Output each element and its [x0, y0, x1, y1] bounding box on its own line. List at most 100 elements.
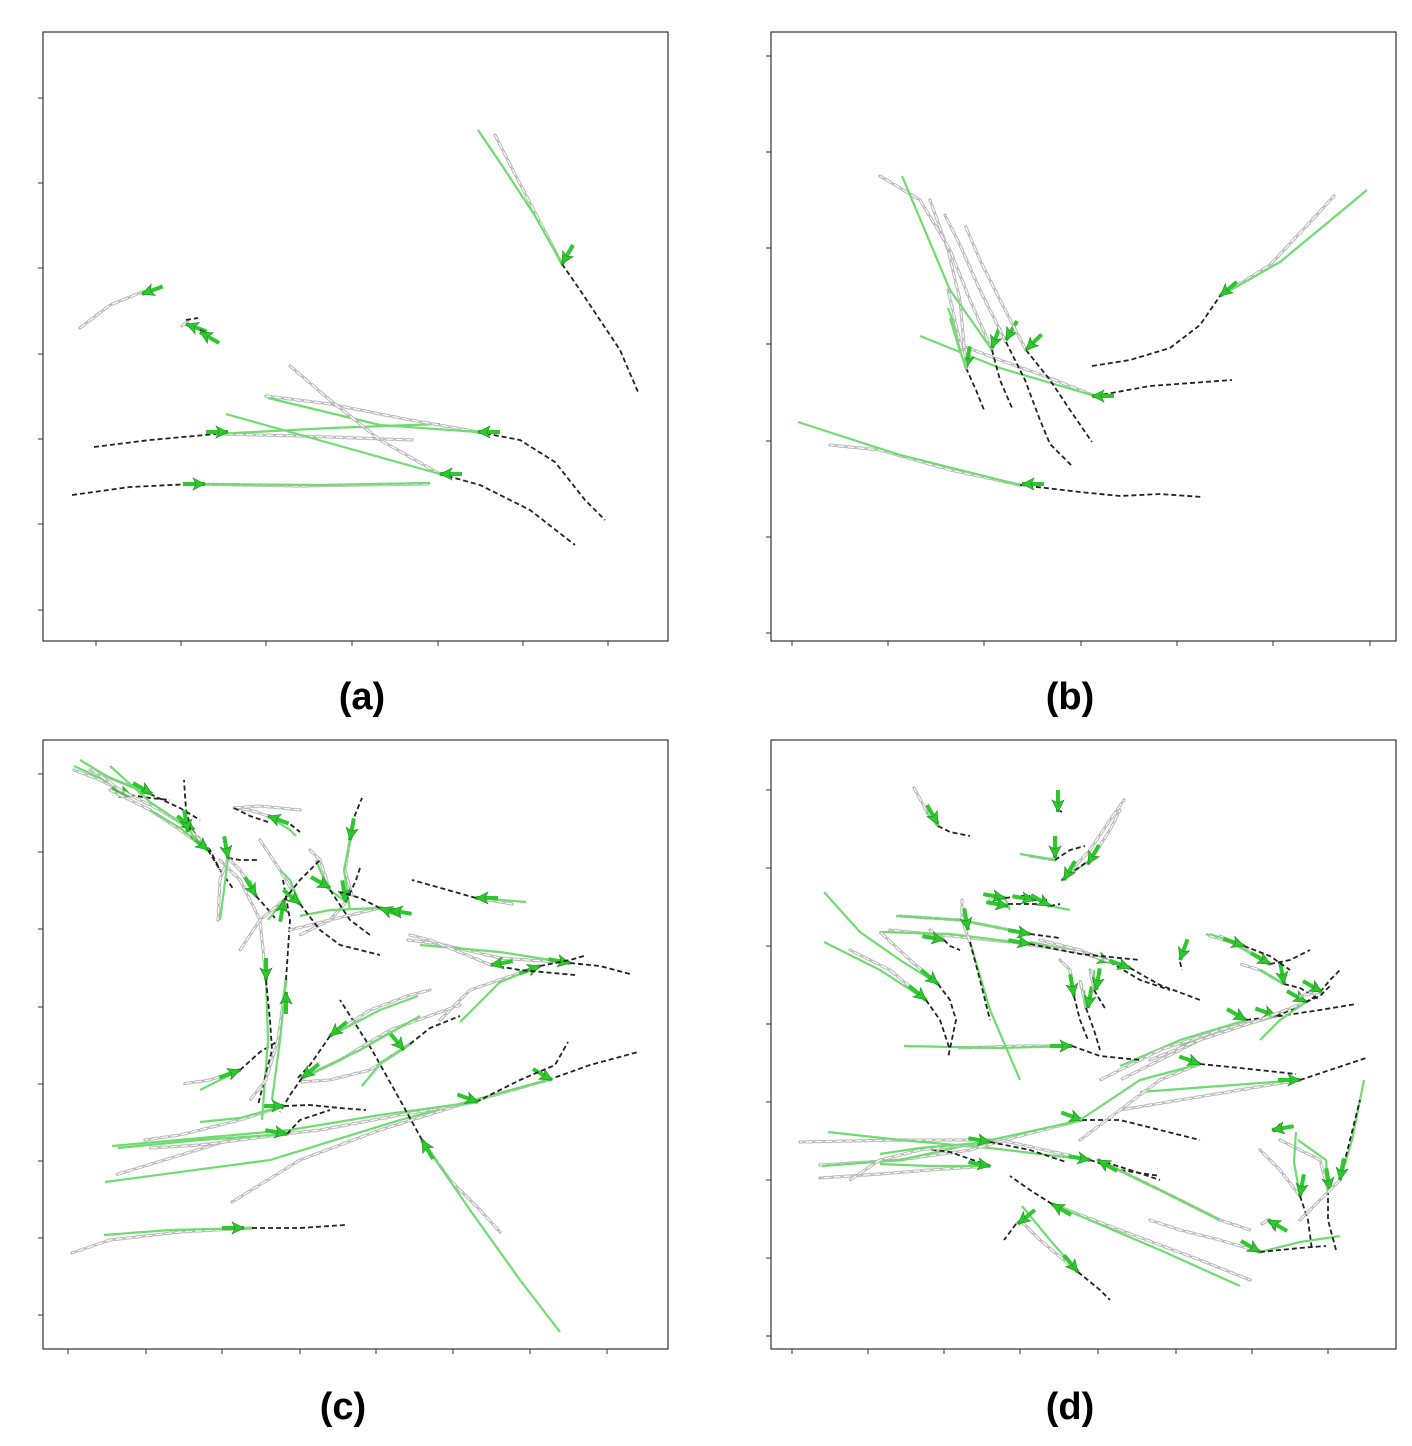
track-b-0-gt-inner	[1219, 195, 1335, 297]
track-d-3-agent	[967, 1133, 991, 1147]
track-d-10-agent-arrow	[1295, 1182, 1309, 1197]
track-c-16-history	[129, 794, 171, 801]
track-c-17-agent-arrow	[137, 781, 153, 795]
track-d-15-history	[1199, 1063, 1297, 1075]
track-c-29-agent	[179, 809, 193, 833]
track-d-5-history	[1009, 1175, 1053, 1205]
track-c-4-gt-inner	[475, 897, 513, 905]
track-b-7-prediction	[948, 317, 968, 369]
track-c-6-prediction	[459, 964, 541, 1023]
track-b-7-gt-inner	[947, 289, 967, 369]
track-d-41-history	[1061, 859, 1091, 881]
track-c-25-agent-arrow	[286, 890, 301, 905]
track-d-41-agent	[1062, 859, 1077, 881]
track-b-2-agent-arrow	[1021, 477, 1035, 491]
track-c-14-history	[257, 979, 273, 1106]
track-c-0-gt-outer	[70, 1226, 254, 1255]
track-c-9-gt-inner	[329, 989, 431, 1037]
track-b-4-gt-outer	[878, 174, 994, 352]
track-d-44-agent	[959, 907, 973, 931]
track-c-25-agent	[281, 888, 302, 906]
track-a-0-agent-arrow	[561, 249, 575, 265]
track-a-1-agent-arrow	[215, 425, 229, 439]
track-d-1-agent-arrow	[1067, 1109, 1083, 1122]
track-d-25-history	[1129, 967, 1201, 1001]
track-d-44-agent-arrow	[959, 916, 973, 931]
track-d-21-history	[1269, 949, 1311, 965]
track-d-4-agent	[1097, 1158, 1119, 1173]
track-c-25-gt-inner	[259, 839, 301, 905]
track-b-0-agent-arrow	[1219, 282, 1234, 297]
track-d-35-agent-arrow	[925, 809, 939, 825]
track-b-3-history	[965, 367, 985, 411]
track-a-7-agent-arrow	[199, 331, 215, 345]
track-c-28-history	[255, 895, 276, 919]
panel-a-plot	[38, 31, 669, 646]
track-a-1-agent	[206, 425, 229, 439]
track-d-40-agent	[1048, 836, 1062, 859]
track-d-14-history	[1299, 1057, 1367, 1081]
track-c-7-agent-arrow	[490, 956, 505, 970]
track-c-14-agent-arrow	[259, 967, 273, 981]
panel-c-caption: (c)	[319, 1386, 367, 1428]
track-d-4-prediction	[1097, 1159, 1221, 1221]
track-c-14-agent	[259, 958, 273, 981]
track-c-12-agent-arrow	[273, 1125, 288, 1139]
track-d-12-gt-inner	[1259, 1219, 1269, 1226]
track-c-2-gt-inner	[114, 1101, 477, 1176]
track-c-22-prediction	[342, 839, 352, 911]
panel-d-caption: (d)	[1045, 1386, 1095, 1428]
track-d-11-history	[1339, 1099, 1361, 1181]
track-b-5-agent	[1004, 319, 1019, 341]
track-c-9-history	[295, 1035, 331, 1081]
track-d-27-agent	[1007, 925, 1031, 939]
track-d-14-gt-inner	[1119, 1079, 1301, 1111]
track-a-4-agent-arrow	[439, 467, 453, 481]
track-d-28-agent	[1050, 1039, 1073, 1053]
track-c-8-agent-arrow	[390, 1036, 405, 1051]
track-d-43-agent	[1051, 790, 1065, 813]
track-a-0-prediction	[477, 129, 563, 265]
track-d-0-gt-inner	[799, 1139, 1091, 1161]
track-c-21-agent-arrow	[267, 814, 283, 827]
track-d-27-agent-arrow	[1016, 925, 1031, 939]
track-a-7-agent	[199, 330, 221, 345]
track-d-28-agent-arrow	[1059, 1039, 1073, 1053]
track-d-22-agent-arrow	[1229, 935, 1245, 948]
track-d-32-agent	[919, 968, 940, 986]
track-d-18-history	[1305, 985, 1331, 1003]
track-c-22-agent	[345, 817, 359, 841]
track-d-0-agent-arrow	[1076, 1151, 1091, 1165]
track-d-8-agent-arrow	[1245, 1239, 1261, 1253]
track-d-19-agent	[1275, 961, 1289, 985]
track-a-4-gt-inner	[289, 365, 441, 475]
track-c-3-history	[339, 999, 423, 1141]
track-d-32-prediction	[823, 891, 939, 985]
track-d-31-agent	[1091, 967, 1105, 991]
track-b-6-gt-inner	[964, 224, 1027, 351]
track-c-14-gt-inner	[219, 859, 267, 981]
track-d-15-prediction	[1079, 1062, 1201, 1121]
track-d-20-history	[1319, 969, 1341, 993]
track-c-2-agent-arrow	[463, 1091, 479, 1104]
track-d-1-gt-inner	[819, 1119, 1083, 1166]
track-d-5-agent-arrow	[1051, 1203, 1067, 1217]
track-a-1-history	[93, 433, 217, 448]
track-d-35-agent	[925, 803, 940, 825]
track-d-11-gt-outer	[1298, 1178, 1342, 1222]
track-d-19-prediction	[1259, 969, 1285, 985]
track-d-39-prediction	[1049, 904, 1071, 912]
track-c-31-history	[283, 859, 321, 901]
track-d-16-agent-arrow	[1231, 1007, 1247, 1021]
track-b-0-history	[1091, 295, 1221, 367]
track-c-20-agent	[219, 835, 233, 859]
track-c-31-agent-arrow	[275, 899, 289, 914]
track-c-19-agent-arrow	[194, 836, 209, 851]
track-d-9-agent	[1321, 1167, 1335, 1191]
track-d-39-agent-arrow	[1035, 893, 1051, 907]
track-d-7-history	[1003, 1223, 1017, 1241]
track-d-29-agent	[1065, 973, 1079, 997]
track-c-27-agent-arrow	[389, 905, 404, 919]
track-c-31-agent	[275, 899, 289, 923]
track-c-13-history	[239, 1039, 281, 1071]
